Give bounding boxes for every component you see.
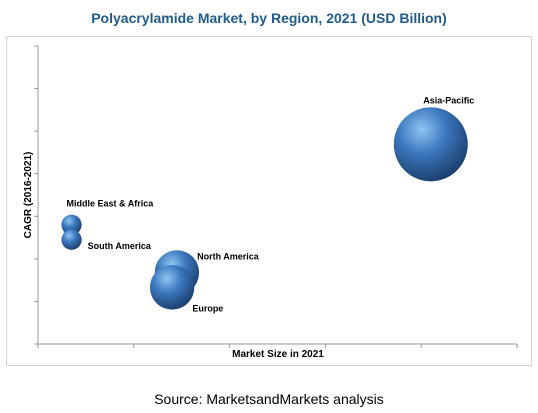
chart-title: Polyacrylamide Market, by Region, 2021 (… bbox=[91, 10, 447, 26]
bubble-label: South America bbox=[88, 241, 152, 251]
bubble-label: Asia-Pacific bbox=[423, 95, 474, 105]
bubble-asia-pacific bbox=[393, 107, 468, 182]
y-axis-label: CAGR (2016-2021) bbox=[23, 152, 34, 239]
x-axis-label: Market Size in 2021 bbox=[232, 349, 324, 360]
bubble-labels: Asia-Pacific North America Europe Middle Ea… bbox=[67, 95, 475, 313]
bubble-south-america bbox=[61, 229, 82, 250]
bubble-label: Europe bbox=[192, 304, 223, 314]
bubble-label: Middle East & Africa bbox=[67, 199, 155, 209]
axes bbox=[34, 45, 518, 348]
bubbles bbox=[61, 107, 468, 310]
bubble-label: North America bbox=[197, 251, 260, 261]
bubble-europe bbox=[149, 265, 195, 310]
chart-frame bbox=[6, 36, 532, 366]
bubble-middle-east-africa bbox=[61, 214, 82, 235]
source-text: Source: MarketsandMarkets analysis bbox=[154, 391, 384, 407]
